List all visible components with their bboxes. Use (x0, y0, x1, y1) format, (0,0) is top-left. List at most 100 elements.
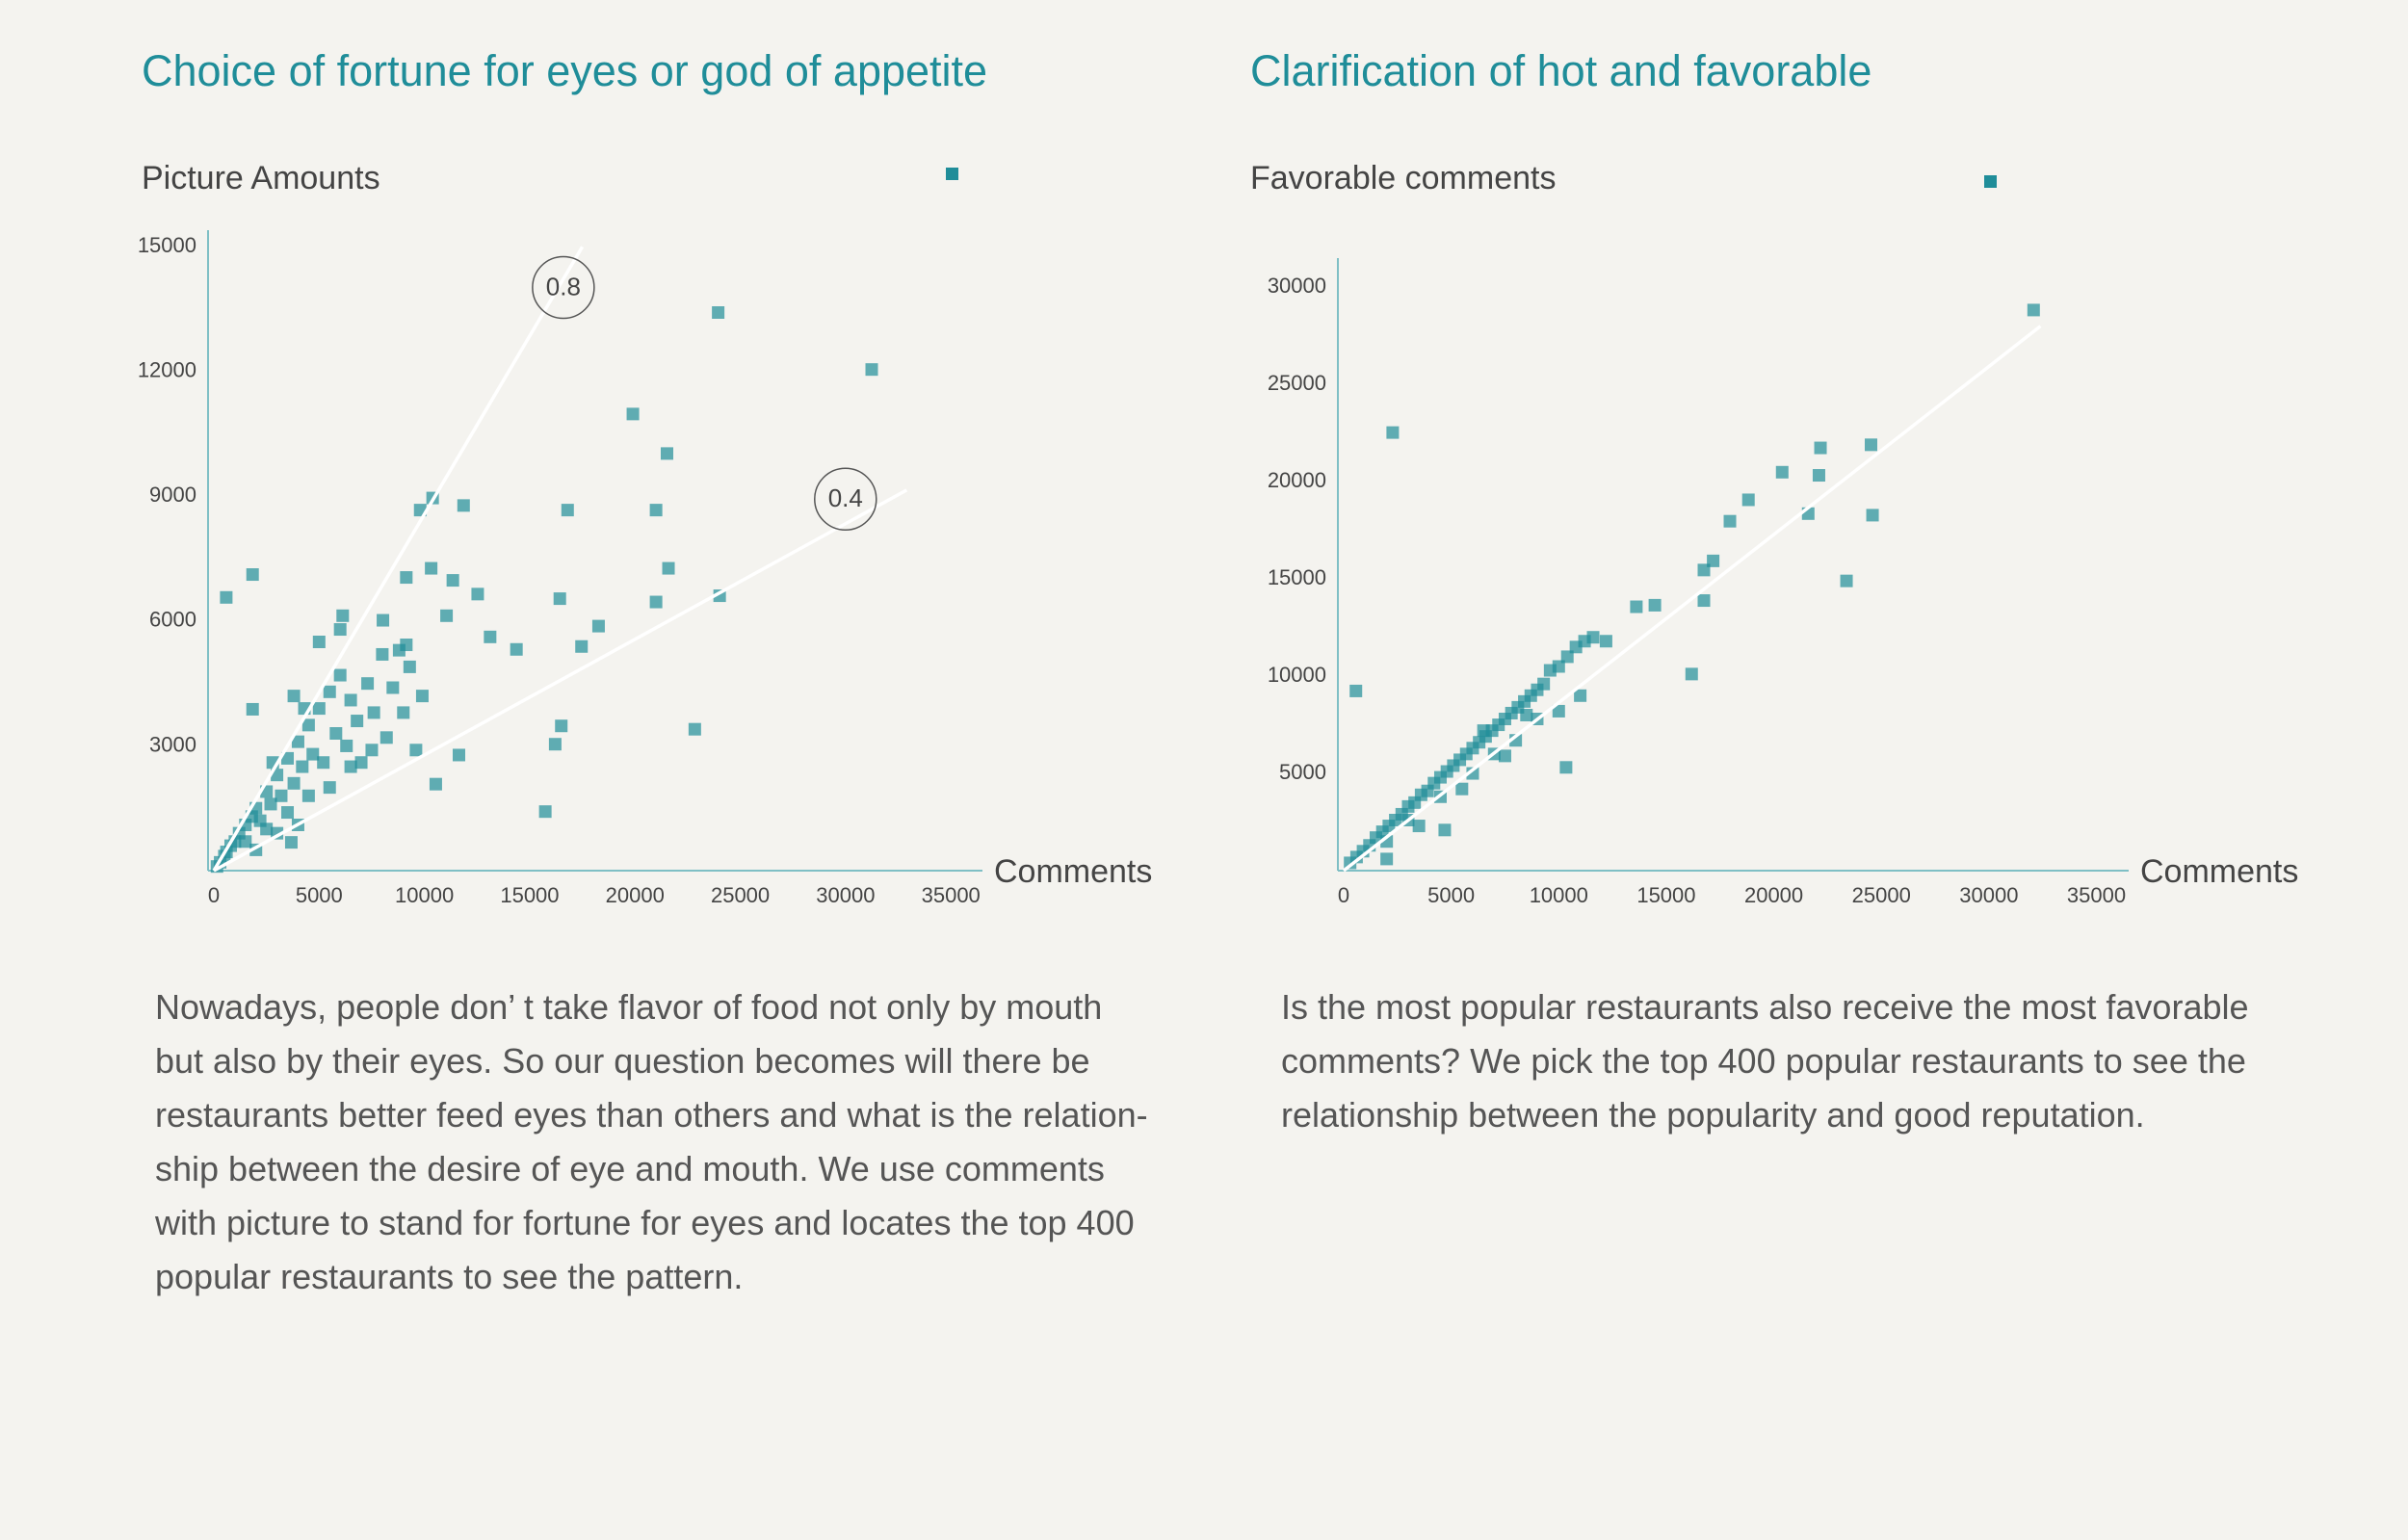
point (1559, 761, 1573, 774)
point (440, 609, 454, 622)
point (361, 677, 375, 691)
point (260, 822, 274, 836)
point (344, 693, 357, 707)
point (1455, 782, 1469, 796)
x-tick-label: 30000 (1959, 883, 2018, 907)
point (510, 642, 523, 656)
point (1840, 574, 1853, 587)
text-line: but also by their eyes. So our question … (155, 1041, 1090, 1081)
point (386, 681, 400, 694)
point (1865, 438, 1878, 452)
y-tick-label: 15000 (1268, 565, 1326, 589)
text-line: with picture to stand for fortune for ey… (155, 1203, 1135, 1242)
point (291, 735, 304, 748)
point (1685, 667, 1698, 681)
x-tick-label: 35000 (2067, 883, 2126, 907)
point (312, 702, 326, 716)
x-tick-label: 5000 (296, 883, 343, 907)
point (548, 738, 562, 751)
point (329, 727, 343, 740)
annotation-circle (814, 467, 877, 532)
point (367, 706, 380, 719)
point (380, 731, 393, 744)
x-axis-label: Comments (2140, 853, 2298, 890)
legend-marker (1984, 175, 1997, 188)
point (392, 643, 406, 657)
x-axis-label: Comments (994, 853, 1152, 890)
point (1412, 820, 1426, 833)
text-line: Is the most popular restaurants also rec… (1281, 987, 2249, 1027)
y-axis-label: Picture Amounts (142, 160, 380, 196)
x-tick-label: 25000 (1852, 883, 1911, 907)
point (415, 690, 429, 703)
point (1741, 493, 1755, 507)
x-tick-label: 20000 (1744, 883, 1803, 907)
point (553, 592, 566, 606)
point (1380, 852, 1394, 866)
point (457, 499, 470, 512)
point (1498, 749, 1511, 763)
point (649, 504, 663, 517)
chart-title: Choice of fortune for eyes or god of app… (142, 46, 987, 95)
x-tick-label: 0 (208, 883, 220, 907)
x-tick-label: 35000 (922, 883, 981, 907)
point (575, 639, 589, 653)
point (246, 702, 259, 716)
description: Nowadays, people don’ t take flavor of f… (155, 980, 1148, 1304)
y-tick-label: 30000 (1268, 274, 1326, 298)
y-tick-label: 5000 (1279, 760, 1326, 784)
point (376, 647, 389, 661)
point (2027, 303, 2040, 317)
point (323, 685, 336, 698)
point (1520, 708, 1533, 721)
x-tick-label: 10000 (1530, 883, 1588, 907)
point (287, 776, 301, 790)
point (425, 561, 438, 575)
text-line: ship between the desire of eye and mouth… (155, 1149, 1105, 1188)
point (344, 760, 357, 773)
point (1814, 441, 1827, 455)
x-tick-label: 25000 (711, 883, 770, 907)
point (865, 363, 878, 377)
reference-line (213, 488, 908, 873)
text-line: relationship between the popularity and … (1281, 1095, 2145, 1135)
point (1630, 600, 1643, 613)
point (1560, 650, 1574, 664)
point (264, 797, 277, 811)
y-tick-label: 20000 (1268, 468, 1326, 492)
point (1537, 677, 1551, 691)
point (400, 571, 413, 585)
point (306, 747, 320, 761)
point (301, 718, 315, 732)
point (246, 568, 259, 582)
point (284, 836, 298, 849)
point (1438, 823, 1452, 837)
point (1866, 509, 1879, 522)
y-tick-label: 9000 (149, 483, 196, 507)
point (403, 660, 416, 673)
point (220, 590, 233, 604)
y-tick-label: 25000 (1268, 371, 1326, 395)
point (354, 756, 368, 770)
point (312, 636, 326, 648)
point (591, 619, 605, 633)
x-tick-label: 5000 (1427, 883, 1475, 907)
point (429, 777, 442, 791)
point (377, 613, 390, 627)
x-tick-label: 0 (1338, 883, 1349, 907)
reference-line (1342, 325, 2042, 873)
point (1812, 469, 1825, 483)
text-line: Nowadays, people don’ t take flavor of f… (155, 987, 1103, 1027)
point (1552, 660, 1565, 673)
point (1386, 426, 1400, 439)
point (336, 609, 350, 622)
point (471, 587, 484, 601)
point (301, 789, 315, 802)
y-tick-label: 12000 (138, 358, 196, 382)
point (1775, 465, 1789, 479)
point (317, 756, 330, 770)
point (365, 744, 379, 757)
annotation: 0.4 (828, 483, 863, 512)
point (660, 447, 673, 460)
